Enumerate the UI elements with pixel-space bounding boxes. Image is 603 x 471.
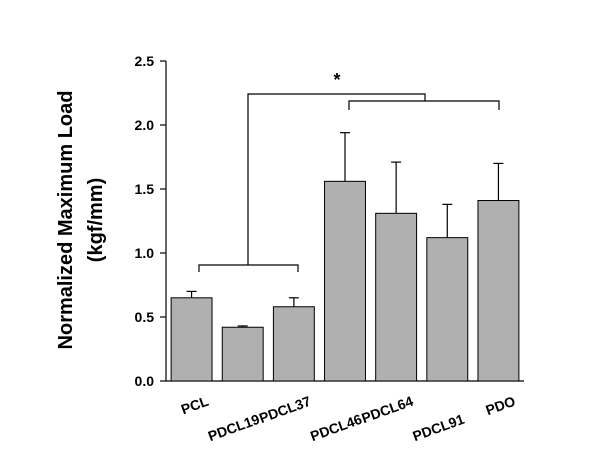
x-tick-label: PCL — [179, 393, 211, 418]
bar — [426, 237, 469, 382]
bracket — [247, 93, 426, 265]
annotation: * — [333, 70, 340, 90]
y-tick-label: 2.0 — [135, 117, 155, 133]
y-axis-title: (kgf/mm) — [85, 178, 107, 262]
bar — [375, 212, 418, 382]
y-tick-label: 0.0 — [135, 373, 155, 389]
y-tick-label: 1.5 — [135, 181, 155, 197]
bar — [477, 200, 520, 382]
y-tick-label: 2.5 — [135, 53, 155, 69]
x-tick-label: PDO — [483, 393, 517, 418]
y-tick-label: 0.5 — [135, 309, 155, 325]
bar — [221, 326, 264, 382]
y-axis-title: Normalized Maximum Load — [55, 91, 77, 350]
x-tick-label: PDCL46 — [308, 411, 364, 444]
x-tick-label: PDCL91 — [410, 411, 466, 444]
bracket — [198, 264, 299, 272]
bar — [324, 180, 366, 382]
bar — [170, 297, 213, 382]
x-tick-label: PDCL64 — [359, 393, 415, 426]
bracket — [348, 100, 500, 110]
bar — [272, 306, 315, 382]
significance-brackets — [198, 93, 500, 272]
y-tick-label: 1.0 — [135, 245, 155, 261]
x-tick-label: PDCL37 — [257, 393, 313, 426]
x-tick-label: PDCL19 — [206, 411, 262, 444]
